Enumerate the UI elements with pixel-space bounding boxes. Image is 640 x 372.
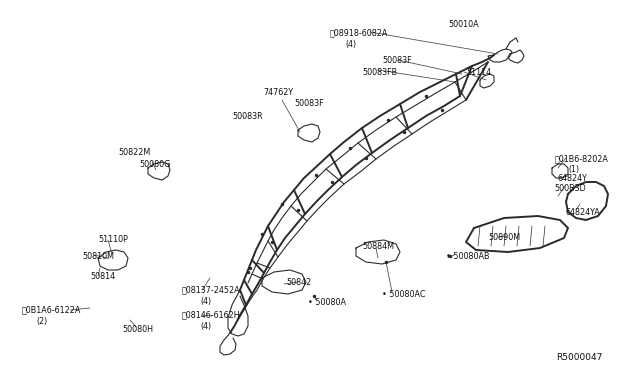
Text: 50080G: 50080G	[139, 160, 170, 169]
Text: 50083FB: 50083FB	[362, 68, 397, 77]
Text: • 50080AC: • 50080AC	[382, 290, 426, 299]
Text: (4): (4)	[200, 322, 211, 331]
Text: 50810M: 50810M	[82, 252, 114, 261]
Text: ⒵01B6-8202A: ⒵01B6-8202A	[555, 154, 609, 163]
Text: 74762Y: 74762Y	[263, 88, 293, 97]
Text: ⓝ08918-6082A: ⓝ08918-6082A	[330, 28, 388, 37]
Text: • 50080AB: • 50080AB	[446, 252, 490, 261]
Text: ⒵08137-2452A: ⒵08137-2452A	[182, 285, 241, 294]
Text: 50814: 50814	[90, 272, 115, 281]
Text: 50080H: 50080H	[122, 325, 153, 334]
Text: 50083F: 50083F	[382, 56, 412, 65]
Text: 500B3D: 500B3D	[554, 184, 586, 193]
Text: 51114: 51114	[466, 68, 491, 77]
Text: 50842: 50842	[286, 278, 311, 287]
Text: 50010A: 50010A	[448, 20, 479, 29]
Text: 51110P: 51110P	[98, 235, 128, 244]
Text: 50890M: 50890M	[488, 233, 520, 242]
Text: R5000047: R5000047	[556, 353, 602, 362]
Text: (4): (4)	[345, 40, 356, 49]
Text: 64824YA: 64824YA	[566, 208, 601, 217]
Text: • 50080A: • 50080A	[308, 298, 346, 307]
Text: 64824Y: 64824Y	[558, 174, 588, 183]
Text: (1): (1)	[568, 165, 579, 174]
Text: ⒵08146-6162H: ⒵08146-6162H	[182, 310, 241, 319]
Text: ⒵0B1A6-6122A: ⒵0B1A6-6122A	[22, 305, 81, 314]
Text: (2): (2)	[36, 317, 47, 326]
Text: (4): (4)	[200, 297, 211, 306]
Text: 50884M: 50884M	[362, 242, 394, 251]
Text: 50083R: 50083R	[232, 112, 262, 121]
Text: 50822M: 50822M	[118, 148, 150, 157]
Text: 50083F: 50083F	[294, 99, 324, 108]
